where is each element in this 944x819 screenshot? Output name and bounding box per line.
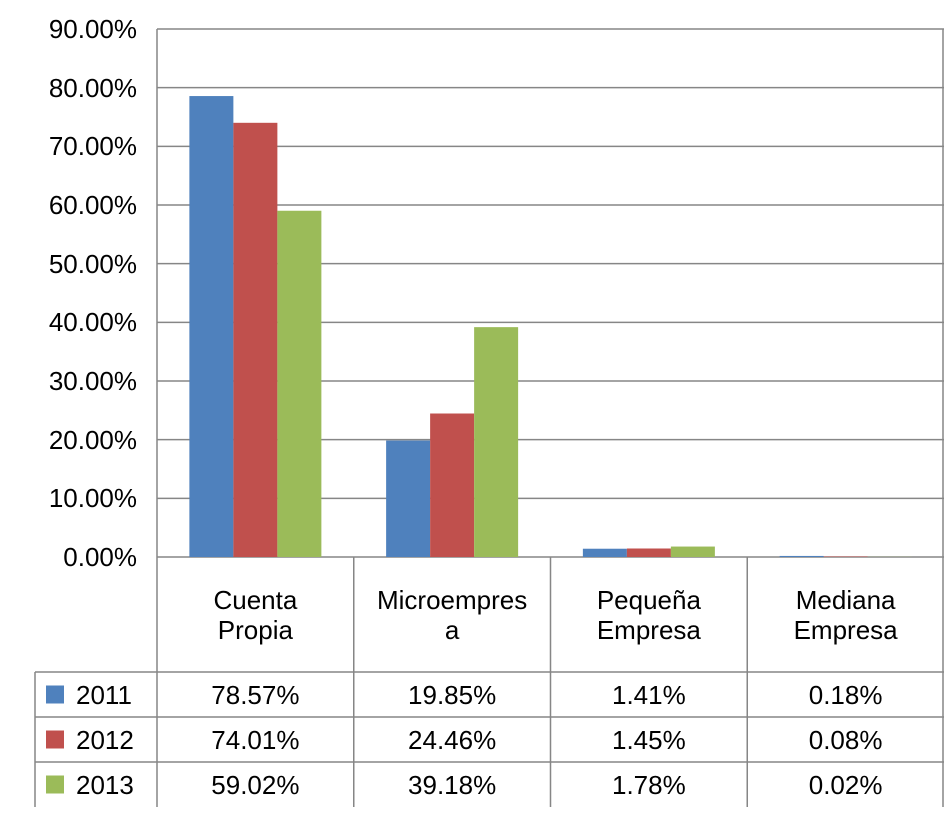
y-tick-label: 70.00% <box>48 131 137 162</box>
x-tick-label: Mediana Empresa <box>793 585 898 645</box>
bar <box>189 96 234 557</box>
legend-swatch <box>46 775 64 794</box>
y-tick-label: 20.00% <box>48 424 137 455</box>
bar <box>582 548 627 557</box>
bar <box>430 413 475 557</box>
legend-label: 2013 <box>76 769 134 800</box>
bar <box>779 555 824 557</box>
bar <box>277 210 322 557</box>
legend-label: 2011 <box>76 679 132 710</box>
value-label: 78.57% <box>211 679 300 710</box>
y-tick-label: 50.00% <box>48 248 137 279</box>
y-tick-label: 60.00% <box>48 190 137 220</box>
y-tick-label: 90.00% <box>48 14 137 44</box>
x-tick-label: Pequeña Empresa <box>596 585 701 645</box>
y-tick-label: 0.00% <box>63 542 137 572</box>
y-tick-label: 80.00% <box>48 72 137 103</box>
value-label: 59.02% <box>211 769 300 800</box>
value-label: 0.18% <box>808 679 883 710</box>
y-tick-label: 40.00% <box>48 307 137 338</box>
value-label: 1.78% <box>612 769 686 800</box>
legend-label: 2012 <box>76 724 134 755</box>
legend-swatch <box>46 685 64 704</box>
value-label: 24.46% <box>408 724 497 755</box>
bar <box>670 546 715 557</box>
value-label: 0.08% <box>808 724 883 755</box>
value-label: 19.85% <box>408 679 497 710</box>
bar <box>626 548 671 557</box>
value-label: 1.45% <box>612 724 686 755</box>
y-tick-label: 10.00% <box>48 483 137 514</box>
value-label: 1.41% <box>612 679 686 710</box>
y-tick-label: 30.00% <box>48 366 137 396</box>
bar <box>233 122 278 558</box>
x-tick-label: Microempresa <box>377 585 528 645</box>
value-label: 0.02% <box>808 769 883 800</box>
x-tick-label: Cuenta Propia <box>213 585 298 645</box>
value-label: 39.18% <box>408 769 497 800</box>
value-label: 74.01% <box>211 724 300 755</box>
bar <box>474 327 519 557</box>
legend-swatch <box>46 730 64 749</box>
bar <box>386 440 431 557</box>
